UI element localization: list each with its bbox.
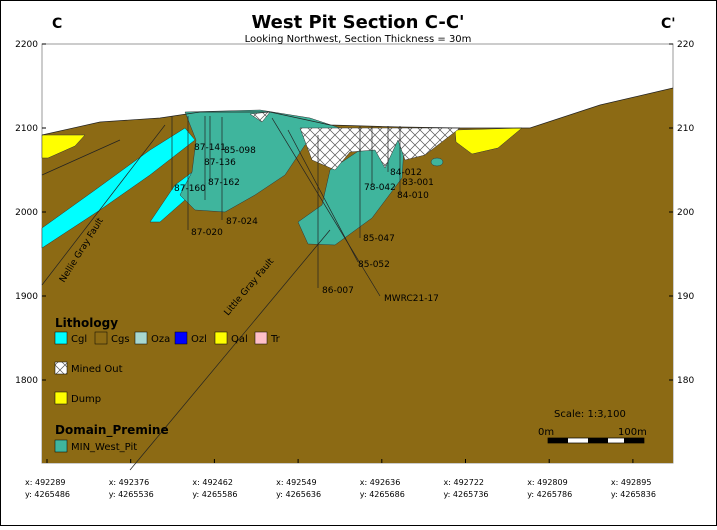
drill-hole-label: 84-012 (390, 168, 422, 178)
legend-label: Qal (231, 334, 248, 345)
drill-hole-label: 83-001 (402, 178, 434, 188)
coordinate-y: y: 4265486 (25, 490, 70, 499)
subtitle: Looking Northwest, Section Thickness = 3… (245, 34, 472, 45)
drill-hole-label: 87-162 (208, 178, 240, 188)
coordinate-x: x: 492722 (444, 478, 485, 487)
elevation-label: 200 (677, 208, 694, 218)
drill-hole-label: 85-098 (224, 146, 256, 156)
legend: Lithology Mined Out Dump Domain_Premine … (54, 316, 281, 453)
drill-hole-label: 87-141 (194, 143, 226, 153)
coordinate-x: x: 492289 (25, 478, 66, 487)
elevation-label: 2200 (15, 40, 38, 50)
scale-start: 0m (538, 427, 554, 438)
legend-label: Mined Out (71, 364, 123, 375)
legend-label: Cgl (71, 334, 87, 345)
coordinate-y: y: 4265636 (276, 490, 321, 499)
scale-bar: Scale: 1:3,100 0m 100m (538, 409, 647, 444)
coordinate-y: y: 4265586 (192, 490, 237, 499)
coordinate-y: y: 4265686 (360, 490, 405, 499)
legend-swatch (54, 331, 68, 345)
coordinate-x: x: 492376 (109, 478, 150, 487)
scale-label: Scale: 1:3,100 (554, 409, 626, 420)
legend-title: Domain_Premine (55, 423, 169, 438)
legend-swatch (214, 331, 228, 345)
legend-swatch (94, 331, 108, 345)
coordinate-x: x: 492809 (527, 478, 568, 487)
elevation-label: 1800 (15, 376, 38, 386)
coordinate-x: x: 492549 (276, 478, 317, 487)
elevation-label: 180 (677, 376, 694, 386)
coordinate-y: y: 4265786 (527, 490, 572, 499)
drill-hole-label: 78-042 (364, 183, 396, 193)
coordinate-x: x: 492462 (192, 478, 233, 487)
drill-hole-label: MWRC21-17 (384, 294, 439, 304)
drill-hole-label: 87-160 (174, 184, 206, 194)
legend-title: Lithology (55, 316, 118, 330)
legend-swatch (254, 331, 268, 345)
elevation-label: 1900 (15, 292, 38, 302)
coordinate-y: y: 4265836 (611, 490, 656, 499)
coordinate-x: x: 492636 (360, 478, 401, 487)
drill-hole-label: 87-136 (204, 158, 236, 168)
scale-end: 100m (618, 427, 647, 438)
legend-label: Cgs (111, 334, 130, 345)
section-plot (41, 43, 674, 471)
legend-label: Tr (270, 334, 281, 345)
drill-hole-label: 87-024 (226, 217, 258, 227)
coordinate-y: y: 4265536 (109, 490, 154, 499)
legend-label: MIN_West_Pit (71, 442, 137, 453)
elevation-label: 2100 (15, 124, 38, 134)
legend-swatch (134, 331, 148, 345)
elevation-label: 220 (677, 40, 694, 50)
elevation-label: 210 (677, 124, 694, 134)
elevation-label: 2000 (15, 208, 38, 218)
legend-label: Ozl (191, 334, 207, 345)
drill-hole-label: 84-010 (397, 191, 429, 201)
drill-hole-label: 86-007 (322, 286, 354, 296)
section-start-label: C (52, 16, 62, 32)
title: West Pit Section C-C' (251, 12, 464, 33)
elevation-label: 190 (677, 292, 694, 302)
drill-hole-label: 87-020 (191, 228, 223, 238)
coordinate-x: x: 492895 (611, 478, 652, 487)
legend-label: Dump (71, 394, 101, 405)
section-end-label: C' (661, 16, 676, 32)
legend-swatch (174, 331, 188, 345)
drill-hole-label: 85-052 (358, 260, 390, 270)
coordinate-y: y: 4265736 (444, 490, 489, 499)
legend-label: Oza (151, 334, 170, 345)
drill-hole-label: 85-047 (363, 234, 395, 244)
